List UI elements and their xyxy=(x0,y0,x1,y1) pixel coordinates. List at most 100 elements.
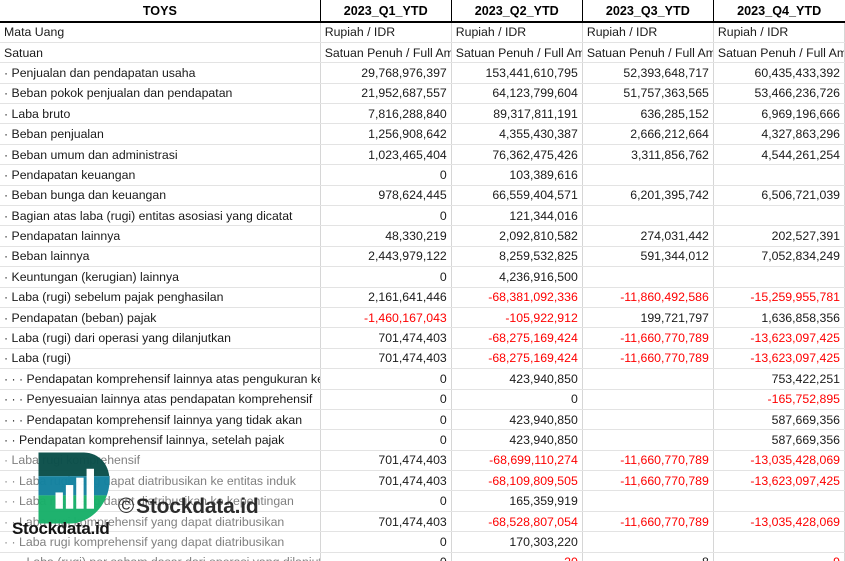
cell-value-q1: 0 xyxy=(320,552,452,561)
cell-value-q1: 2,443,979,122 xyxy=(320,246,452,268)
cell-value-q2: -68,528,807,054 xyxy=(451,511,583,533)
cell-value-q4 xyxy=(713,531,845,553)
cell-value-q2: 165,359,919 xyxy=(451,490,583,512)
cell-value-q2: -68,275,169,424 xyxy=(451,327,583,349)
unit-row: Satuan Satuan Penuh / Full Amount Satuan… xyxy=(0,42,845,64)
row-label: · Laba (rugi) xyxy=(0,348,321,370)
cell-value-q4: 753,422,251 xyxy=(713,368,845,390)
cell-value-q1: 7,816,288,840 xyxy=(320,103,452,125)
table-row: · · Laba rugi komprehensif yang dapat di… xyxy=(0,531,845,553)
cell-value-q3: -11,660,770,789 xyxy=(582,470,714,492)
cell-value-q4 xyxy=(713,164,845,186)
cell-value-q3: 636,285,152 xyxy=(582,103,714,125)
table-row: · Penjualan dan pendapatan usaha 29,768,9… xyxy=(0,62,845,84)
unit-value-q1: Satuan Penuh / Full Amount xyxy=(320,42,452,64)
cell-value-q1: 978,624,445 xyxy=(320,185,452,207)
unit-value-q3: Satuan Penuh / Full Amount xyxy=(582,42,714,64)
cell-value-q3 xyxy=(582,266,714,288)
cell-value-q1: -1,460,167,043 xyxy=(320,307,452,329)
cell-value-q1: 701,474,403 xyxy=(320,511,452,533)
cell-value-q4: 60,435,433,392 xyxy=(713,62,845,84)
table-header: TOYS 2023_Q1_YTD 2023_Q2_YTD 2023_Q3_YTD… xyxy=(0,0,845,23)
cell-value-q3: 8 xyxy=(582,552,714,561)
cell-value-q2: -20 xyxy=(451,552,583,561)
cell-value-q2: 64,123,799,604 xyxy=(451,83,583,105)
cell-value-q4: 4,327,863,296 xyxy=(713,123,845,145)
cell-value-q1: 0 xyxy=(320,368,452,390)
column-header-q1: 2023_Q1_YTD xyxy=(320,0,452,23)
cell-value-q2: 170,303,220 xyxy=(451,531,583,553)
row-label: · Laba bruto xyxy=(0,103,321,125)
cell-value-q3 xyxy=(582,490,714,512)
row-label: · Laba (rugi) dari operasi yang dilanjut… xyxy=(0,327,321,349)
column-header-q3: 2023_Q3_YTD xyxy=(582,0,714,23)
row-label: · · Laba rugi yang dapat diatribusikan k… xyxy=(0,470,321,492)
row-label: · Keuntungan (kerugian) lainnya xyxy=(0,266,321,288)
cell-value-q2: 4,355,430,387 xyxy=(451,123,583,145)
unit-label: Satuan xyxy=(0,42,321,64)
cell-value-q2: -68,381,092,336 xyxy=(451,287,583,308)
row-label: · Beban umum dan administrasi xyxy=(0,144,321,166)
cell-value-q1: 2,161,641,446 xyxy=(320,287,452,308)
row-label: · Beban penjualan xyxy=(0,123,321,145)
table-row: · · Laba rugi yang dapat diatribusikan k… xyxy=(0,470,845,492)
company-ticker-title: TOYS xyxy=(0,0,321,23)
cell-value-q3: 199,721,797 xyxy=(582,307,714,329)
header-title-row: TOYS 2023_Q1_YTD 2023_Q2_YTD 2023_Q3_YTD… xyxy=(0,0,845,23)
cell-value-q1: 0 xyxy=(320,429,452,451)
cell-value-q4: -13,035,428,069 xyxy=(713,450,845,472)
currency-value-q2: Rupiah / IDR xyxy=(451,22,583,43)
cell-value-q2: 153,441,610,795 xyxy=(451,62,583,84)
table-row: · Beban lainnya 2,443,979,122 8,259,532,82… xyxy=(0,246,845,268)
cell-value-q4: 53,466,236,726 xyxy=(713,83,845,105)
cell-value-q1: 0 xyxy=(320,409,452,431)
cell-value-q3: 591,344,012 xyxy=(582,246,714,268)
cell-value-q1: 0 xyxy=(320,389,452,410)
table-row: · · Pendapatan komprehensif lainnya, set… xyxy=(0,429,845,451)
cell-value-q4: -13,623,097,425 xyxy=(713,470,845,492)
unit-value-q2: Satuan Penuh / Full Amount xyxy=(451,42,583,64)
table-row: · Bagian atas laba (rugi) entitas asosia… xyxy=(0,205,845,227)
cell-value-q3: 2,666,212,664 xyxy=(582,123,714,145)
cell-value-q3: 51,757,363,565 xyxy=(582,83,714,105)
table-row: · Pendapatan lainnya 48,330,219 2,092,810,… xyxy=(0,225,845,247)
currency-value-q4: Rupiah / IDR xyxy=(713,22,845,43)
cell-value-q4: -165,752,895 xyxy=(713,389,845,410)
table-row: · Beban bunga dan keuangan 978,624,445 66,… xyxy=(0,185,845,207)
table-row: · Keuntungan (kerugian) lainnya 0 4,236,91… xyxy=(0,266,845,288)
cell-value-q4: 4,544,261,254 xyxy=(713,144,845,166)
cell-value-q1: 701,474,403 xyxy=(320,348,452,370)
currency-row: Mata Uang Rupiah / IDR Rupiah / IDR Rupi… xyxy=(0,22,845,43)
cell-value-q3 xyxy=(582,409,714,431)
table-body: Mata Uang Rupiah / IDR Rupiah / IDR Rupi… xyxy=(0,22,845,561)
cell-value-q3 xyxy=(582,368,714,390)
table-row: · · Laba rugi komprehensif yang dapat di… xyxy=(0,511,845,533)
cell-value-q2: 4,236,916,500 xyxy=(451,266,583,288)
cell-value-q1: 0 xyxy=(320,266,452,288)
row-label: · Beban bunga dan keuangan xyxy=(0,185,321,207)
cell-value-q3 xyxy=(582,205,714,227)
table-row: · Beban penjualan 1,256,908,642 4,355,430,… xyxy=(0,123,845,145)
cell-value-q4 xyxy=(713,490,845,512)
cell-value-q1: 29,768,976,397 xyxy=(320,62,452,84)
table-row: · Laba rugi komprehensif 701,474,403 -68,6… xyxy=(0,450,845,472)
cell-value-q3 xyxy=(582,164,714,186)
row-label: · Pendapatan lainnya xyxy=(0,225,321,247)
row-label: · Beban lainnya xyxy=(0,246,321,268)
cell-value-q3: 6,201,395,742 xyxy=(582,185,714,207)
cell-value-q1: 0 xyxy=(320,490,452,512)
cell-value-q2: -68,275,169,424 xyxy=(451,348,583,370)
row-label: · Laba (rugi) sebelum pajak penghasilan xyxy=(0,287,321,308)
cell-value-q3: 274,031,442 xyxy=(582,225,714,247)
row-label: · Bagian atas laba (rugi) entitas asosia… xyxy=(0,205,321,227)
table-row: · Laba bruto 7,816,288,840 89,317,811,191 6… xyxy=(0,103,845,125)
cell-value-q3 xyxy=(582,429,714,451)
cell-value-q1: 21,952,687,557 xyxy=(320,83,452,105)
table-row: · Pendapatan keuangan 0 103,389,616 xyxy=(0,164,845,186)
row-label: · · · Pendapatan komprehensif lainnya ya… xyxy=(0,409,321,431)
cell-value-q4: 7,052,834,249 xyxy=(713,246,845,268)
row-label: · Penjualan dan pendapatan usaha xyxy=(0,62,321,84)
cell-value-q1: 0 xyxy=(320,531,452,553)
